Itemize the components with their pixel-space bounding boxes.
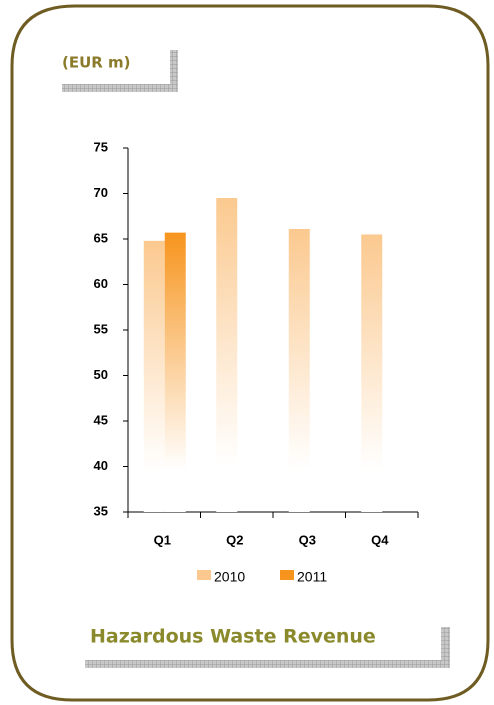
y-tick-label: 70 bbox=[94, 185, 108, 200]
x-tick-label: Q1 bbox=[154, 532, 171, 547]
decor bbox=[85, 660, 450, 668]
y-tick-label: 55 bbox=[94, 321, 108, 336]
y-tick-label: 75 bbox=[94, 139, 108, 154]
bar bbox=[164, 232, 186, 512]
x-tick-label: Q2 bbox=[226, 532, 243, 547]
bar bbox=[216, 198, 238, 513]
y-tick-label: 45 bbox=[94, 412, 108, 427]
legend-swatch bbox=[197, 570, 211, 580]
x-tick-label: Q4 bbox=[371, 532, 389, 547]
y-tick-label: 40 bbox=[94, 458, 108, 473]
frame bbox=[10, 4, 490, 702]
decor bbox=[62, 84, 178, 92]
legend-label: 2011 bbox=[297, 569, 327, 585]
bar bbox=[143, 240, 165, 512]
bar bbox=[288, 228, 310, 513]
y-tick-label: 50 bbox=[94, 367, 108, 382]
x-tick-label: Q3 bbox=[299, 532, 316, 547]
decor bbox=[170, 50, 178, 92]
y-tick-label: 65 bbox=[94, 230, 108, 245]
unit-label: (EUR m) bbox=[62, 54, 131, 72]
y-tick-label: 35 bbox=[94, 503, 108, 518]
bar bbox=[361, 234, 383, 512]
legend-swatch bbox=[280, 570, 294, 580]
legend-label: 2010 bbox=[214, 569, 245, 585]
chart-title: Hazardous Waste Revenue bbox=[90, 626, 376, 648]
y-tick-label: 60 bbox=[94, 276, 108, 291]
decor bbox=[441, 627, 450, 668]
